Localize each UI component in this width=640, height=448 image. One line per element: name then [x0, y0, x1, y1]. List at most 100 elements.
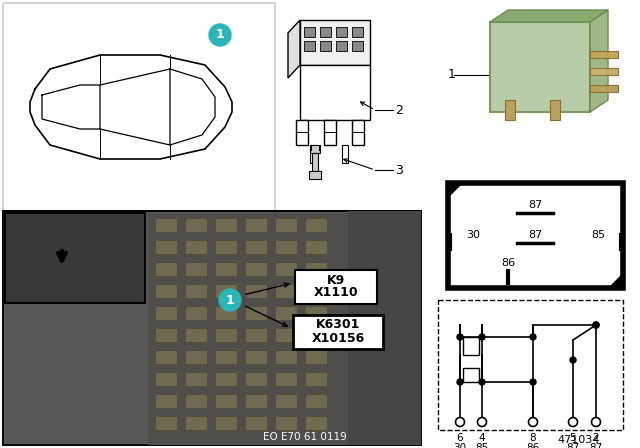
Bar	[275, 328, 297, 342]
Text: 85: 85	[591, 230, 605, 240]
Bar	[245, 284, 267, 298]
Bar	[275, 218, 297, 232]
Bar	[490, 22, 590, 112]
Text: 8: 8	[530, 433, 536, 443]
Bar	[185, 416, 207, 430]
Bar	[463, 368, 479, 382]
Bar	[215, 306, 237, 320]
Bar	[245, 328, 267, 342]
Text: X10156: X10156	[312, 332, 365, 345]
Circle shape	[479, 379, 485, 385]
Bar	[185, 328, 207, 342]
Circle shape	[456, 418, 465, 426]
Bar	[312, 153, 318, 171]
Bar	[275, 350, 297, 364]
Text: 1: 1	[226, 293, 234, 306]
Text: 87: 87	[528, 200, 542, 210]
Bar	[275, 262, 297, 276]
Bar	[448, 183, 623, 288]
Circle shape	[457, 379, 463, 385]
Text: 87: 87	[528, 230, 542, 240]
Bar	[215, 328, 237, 342]
Bar	[185, 372, 207, 386]
Bar	[215, 350, 237, 364]
Text: 3: 3	[395, 164, 403, 177]
Bar	[305, 218, 327, 232]
Bar	[215, 262, 237, 276]
Bar	[155, 328, 177, 342]
Bar	[300, 20, 370, 65]
Bar	[215, 416, 237, 430]
Bar	[185, 394, 207, 408]
Bar	[304, 27, 315, 37]
Text: K9: K9	[327, 273, 345, 287]
Bar	[245, 416, 267, 430]
Bar	[550, 100, 560, 120]
Bar	[463, 337, 479, 355]
Bar	[275, 284, 297, 298]
Circle shape	[593, 322, 599, 328]
Text: 87: 87	[589, 443, 603, 448]
Text: 1: 1	[448, 69, 456, 82]
Circle shape	[477, 418, 486, 426]
Bar	[275, 240, 297, 254]
Bar	[5, 213, 145, 303]
Circle shape	[591, 418, 600, 426]
Text: 2: 2	[593, 433, 599, 443]
Bar	[3, 3, 275, 211]
Bar	[295, 270, 377, 304]
Bar	[215, 372, 237, 386]
Bar	[245, 394, 267, 408]
Bar	[155, 394, 177, 408]
Text: 30: 30	[466, 230, 480, 240]
Polygon shape	[609, 274, 623, 288]
Bar	[305, 328, 327, 342]
Text: X1110: X1110	[314, 287, 358, 300]
Text: 6: 6	[457, 433, 463, 443]
Bar	[305, 416, 327, 430]
Bar	[336, 41, 347, 51]
Bar	[296, 120, 308, 145]
Bar	[155, 218, 177, 232]
Bar	[245, 218, 267, 232]
Bar	[155, 262, 177, 276]
Bar	[300, 65, 370, 120]
Bar	[305, 240, 327, 254]
Text: K6301: K6301	[316, 319, 360, 332]
Bar	[185, 262, 207, 276]
Bar	[275, 394, 297, 408]
Bar	[155, 284, 177, 298]
Text: 87: 87	[566, 443, 580, 448]
Bar	[215, 284, 237, 298]
Bar	[342, 145, 348, 163]
Bar	[155, 240, 177, 254]
Bar	[304, 41, 315, 51]
Bar	[245, 262, 267, 276]
Bar	[275, 372, 297, 386]
Bar	[309, 171, 321, 179]
Circle shape	[570, 357, 576, 363]
Bar	[348, 211, 421, 445]
Bar	[185, 350, 207, 364]
Circle shape	[479, 334, 485, 340]
Polygon shape	[490, 10, 608, 22]
Text: 30: 30	[453, 443, 467, 448]
Bar	[185, 306, 207, 320]
Bar	[155, 306, 177, 320]
Text: 2: 2	[395, 103, 403, 116]
Circle shape	[457, 334, 463, 340]
Circle shape	[568, 418, 577, 426]
Text: EO E70 61 0119: EO E70 61 0119	[263, 432, 347, 442]
Circle shape	[593, 322, 599, 328]
Bar	[305, 372, 327, 386]
Text: 85: 85	[476, 443, 488, 448]
Bar	[245, 372, 267, 386]
Bar	[3, 211, 421, 445]
Text: 86: 86	[501, 258, 515, 268]
Bar	[185, 240, 207, 254]
Bar	[215, 240, 237, 254]
Bar	[275, 306, 297, 320]
Bar	[155, 372, 177, 386]
Bar	[320, 41, 331, 51]
Bar	[185, 218, 207, 232]
